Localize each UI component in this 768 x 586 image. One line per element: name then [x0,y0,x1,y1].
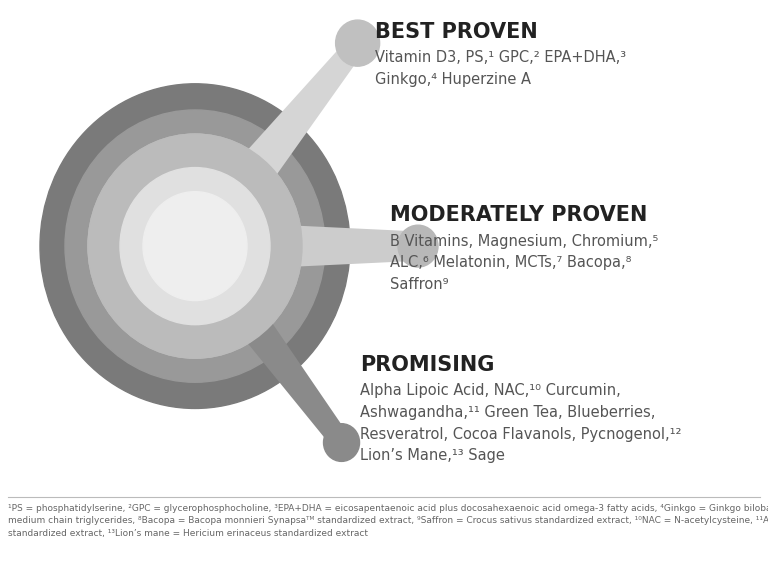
Circle shape [120,168,270,325]
Text: PROMISING: PROMISING [360,355,495,375]
Text: ¹PS = phosphatidylserine, ²GPC = glycerophosphocholine, ³EPA+DHA = eicosapentaen: ¹PS = phosphatidylserine, ²GPC = glycero… [8,504,768,538]
Polygon shape [210,274,349,449]
Text: MODERATELY PROVEN: MODERATELY PROVEN [390,205,647,225]
Text: BEST PROVEN: BEST PROVEN [375,22,538,42]
Circle shape [88,134,302,358]
Circle shape [143,192,247,301]
Text: B Vitamins, Magnesium, Chromium,⁵
ALC,⁶ Melatonin, MCTs,⁷ Bacopa,⁸
Saffron⁹: B Vitamins, Magnesium, Chromium,⁵ ALC,⁶ … [390,234,658,292]
Polygon shape [209,36,366,223]
Circle shape [143,192,247,301]
Circle shape [336,20,379,66]
Circle shape [323,424,359,461]
Polygon shape [243,223,418,269]
Circle shape [40,84,350,408]
Circle shape [398,225,438,267]
Circle shape [88,134,302,358]
Circle shape [65,110,325,382]
Text: Vitamin D3, PS,¹ GPC,² EPA+DHA,³
Ginkgo,⁴ Huperzine A: Vitamin D3, PS,¹ GPC,² EPA+DHA,³ Ginkgo,… [375,50,626,87]
Text: Alpha Lipoic Acid, NAC,¹⁰ Curcumin,
Ashwagandha,¹¹ Green Tea, Blueberries,
Resve: Alpha Lipoic Acid, NAC,¹⁰ Curcumin, Ashw… [360,383,681,463]
Circle shape [120,168,270,325]
